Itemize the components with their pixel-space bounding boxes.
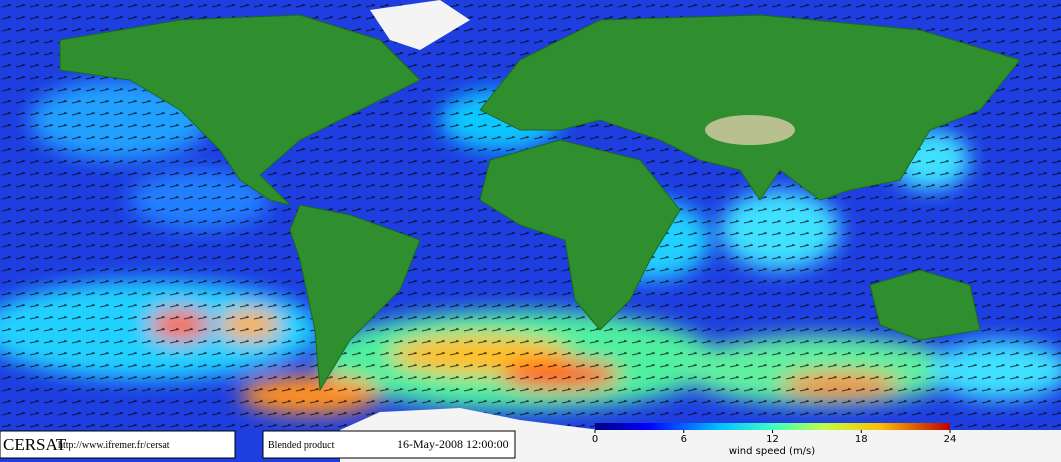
date: 16-May-2008 12:00:00: [397, 437, 509, 451]
product: Blended product: [268, 440, 335, 451]
australia: [869, 269, 981, 341]
colorbar-label: wind speed (m/s): [729, 446, 815, 457]
africa: [479, 139, 681, 331]
colorbar-tick-label: 24: [944, 434, 957, 445]
south-america: [289, 204, 421, 392]
colorbar-tick-label: 12: [766, 434, 779, 445]
tibet: [705, 115, 795, 145]
product-box: [262, 430, 516, 459]
antarctica: [340, 408, 1061, 462]
colorbar-tick-label: 0: [592, 434, 598, 445]
url: http://www.ifremer.fr/cersat: [58, 440, 170, 451]
eurasia: [479, 14, 1021, 201]
logo-box: [0, 430, 236, 459]
north-america: [59, 14, 421, 206]
colorbar-ticks: 0 6 12 18 24: [592, 430, 957, 445]
land: [59, 14, 1021, 392]
greenland: [370, 0, 470, 50]
colorbar: [595, 423, 950, 430]
colorbar-tick-label: 18: [855, 434, 868, 445]
footer: CERSAT http://www.ifremer.fr/cersat Blen…: [0, 423, 957, 459]
colorbar-tick-label: 6: [681, 434, 687, 445]
logo: CERSAT: [3, 435, 67, 454]
ice: [340, 0, 1061, 462]
